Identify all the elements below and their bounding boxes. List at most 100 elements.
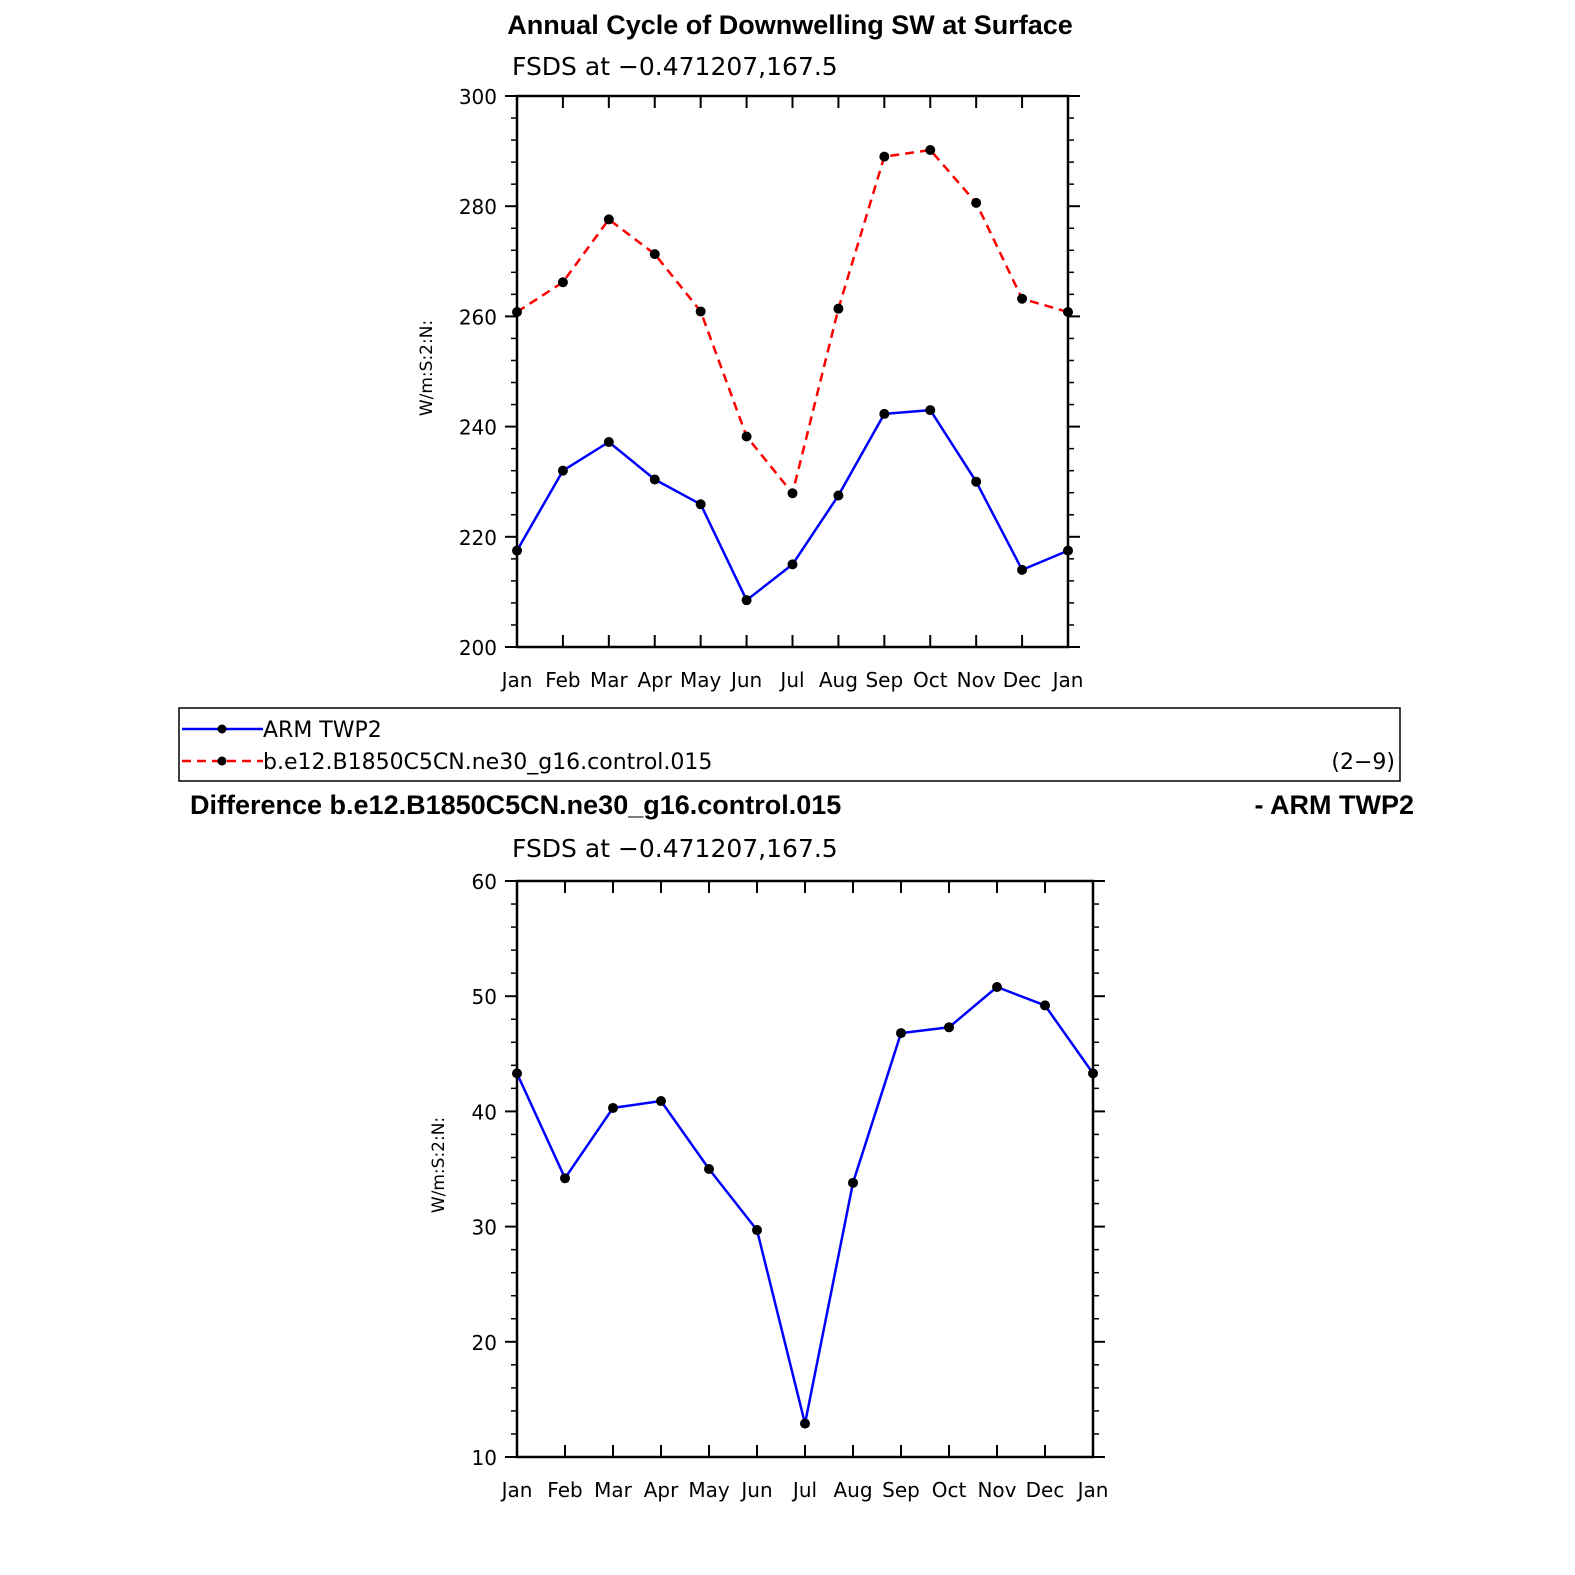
top-chart-point bbox=[879, 151, 890, 162]
top-chart-xtick-label: Dec bbox=[1003, 668, 1042, 692]
bottom-chart-ytick-label: 30 bbox=[472, 1216, 497, 1240]
top-chart-ytick-label: 300 bbox=[459, 85, 497, 109]
legend-label-arm-twp2: ARM TWP2 bbox=[263, 718, 382, 743]
bottom-chart-point bbox=[1040, 1000, 1050, 1011]
bottom-chart-ytick-label: 20 bbox=[472, 1331, 497, 1355]
bottom-chart-xtick-label: Dec bbox=[1026, 1478, 1065, 1502]
bottom-chart-xtick-label: Jan bbox=[1076, 1478, 1109, 1502]
top-chart-point bbox=[787, 559, 798, 570]
top-chart-xtick-label: Nov bbox=[957, 668, 996, 692]
top-chart-title: Annual Cycle of Downwelling SW at Surfac… bbox=[507, 10, 1073, 40]
top-chart-point bbox=[512, 545, 522, 556]
bottom-chart-point bbox=[752, 1225, 762, 1236]
top-chart-point bbox=[833, 303, 844, 314]
bottom-chart-frame bbox=[515, 879, 1095, 1459]
top-chart-ytick-label: 200 bbox=[459, 636, 497, 660]
bottom-chart-point bbox=[800, 1418, 810, 1429]
legend-marker-arm-twp2 bbox=[217, 724, 227, 734]
bottom-chart-plot-area bbox=[512, 981, 1098, 1429]
top-chart-point bbox=[512, 306, 522, 317]
top-chart-point bbox=[1017, 293, 1028, 304]
legend: ARM TWP2 b.e12.B1850C5CN.ne30_g16.contro… bbox=[178, 707, 1401, 782]
bottom-chart-subtitle: FSDS at −0.471207,167.5 bbox=[512, 834, 838, 863]
top-chart-point bbox=[925, 144, 936, 155]
bottom-chart-point bbox=[992, 981, 1002, 992]
top-chart-xtick-label: Jun bbox=[729, 668, 762, 692]
top-chart-point bbox=[557, 277, 568, 288]
top-chart-point bbox=[971, 476, 982, 487]
bottom-chart-xtick-label: Oct bbox=[932, 1478, 967, 1502]
bottom-chart-point bbox=[560, 1173, 570, 1184]
bottom-chart-point bbox=[896, 1028, 906, 1039]
bottom-chart-xtick-label: May bbox=[688, 1478, 730, 1502]
bottom-chart-title-right: - ARM TWP2 bbox=[1255, 790, 1414, 820]
top-chart-point bbox=[1017, 564, 1028, 575]
bottom-chart-point bbox=[512, 1068, 522, 1079]
bottom-chart-xtick-label: Jan bbox=[500, 1478, 533, 1502]
top-chart-point bbox=[741, 595, 752, 606]
bottom-chart-xtick-label: Mar bbox=[594, 1478, 633, 1502]
top-chart-point bbox=[557, 465, 568, 476]
top-chart-point bbox=[695, 306, 706, 317]
top-chart-plot-area bbox=[512, 144, 1073, 606]
top-chart-ytick-label: 220 bbox=[459, 526, 497, 550]
bottom-chart-xtick-label: Feb bbox=[547, 1478, 582, 1502]
top-chart-point bbox=[971, 197, 982, 208]
top-chart-point bbox=[833, 490, 844, 501]
bottom-chart-xtick-label: Jul bbox=[791, 1478, 817, 1502]
bottom-chart-point bbox=[608, 1102, 618, 1113]
top-chart-point bbox=[603, 437, 614, 448]
top-chart-xtick-label: Mar bbox=[590, 668, 629, 692]
top-chart-point bbox=[695, 499, 706, 510]
legend-marker-model bbox=[217, 756, 227, 766]
bottom-chart-point bbox=[848, 1177, 858, 1188]
bottom-chart-xtick-label: Nov bbox=[977, 1478, 1016, 1502]
top-chart-point bbox=[1063, 545, 1073, 556]
bottom-chart-xtick-label: Jun bbox=[739, 1478, 772, 1502]
bottom-chart-axes: Jan Feb Mar Apr May Jun Jul Aug Sep Oct Nov Dec Jan1… bbox=[472, 870, 1109, 1502]
top-chart-point bbox=[787, 488, 798, 499]
bottom-chart-xtick-label: Apr bbox=[644, 1478, 679, 1502]
top-chart-point bbox=[925, 405, 936, 416]
bottom-chart-xtick-label: Sep bbox=[882, 1478, 920, 1502]
bottom-chart-point bbox=[944, 1022, 954, 1033]
top-chart-xtick-label: Jan bbox=[500, 668, 533, 692]
legend-label-model: b.e12.B1850C5CN.ne30_g16.control.015 bbox=[263, 750, 712, 775]
bottom-chart-point bbox=[656, 1096, 666, 1107]
top-chart-ytick-label: 240 bbox=[459, 416, 497, 440]
top-chart-ylabel: W/m:S:2:N: bbox=[417, 320, 437, 416]
top-chart-point bbox=[1063, 306, 1073, 317]
top-chart-xtick-label: Aug bbox=[819, 668, 858, 692]
top-chart-series-line-0 bbox=[515, 408, 1069, 602]
bottom-chart: Difference b.e12.B1850C5CN.ne30_g16.cont… bbox=[190, 790, 1414, 1502]
top-chart-ytick-label: 260 bbox=[459, 305, 497, 329]
top-chart-xtick-label: May bbox=[680, 668, 722, 692]
top-chart-xtick-label: Apr bbox=[637, 668, 672, 692]
top-chart-point bbox=[649, 474, 660, 485]
top-chart-ytick-label: 280 bbox=[459, 195, 497, 219]
bottom-chart-ytick-label: 60 bbox=[472, 870, 497, 894]
bottom-chart-ylabel: W/m:S:2:N: bbox=[429, 1117, 449, 1213]
bottom-chart-ytick-label: 50 bbox=[472, 985, 497, 1009]
top-chart: Annual Cycle of Downwelling SW at Surfac… bbox=[417, 10, 1083, 692]
top-chart-xtick-label: Feb bbox=[545, 668, 580, 692]
top-chart-xtick-label: Sep bbox=[865, 668, 903, 692]
top-chart-xtick-label: Jan bbox=[1051, 668, 1084, 692]
bottom-chart-title: Difference b.e12.B1850C5CN.ne30_g16.cont… bbox=[190, 790, 841, 820]
legend-note: (2−9) bbox=[1331, 750, 1395, 775]
bottom-chart-ytick-label: 10 bbox=[472, 1446, 497, 1470]
top-chart-point bbox=[603, 214, 614, 225]
top-chart-subtitle: FSDS at −0.471207,167.5 bbox=[512, 52, 838, 81]
top-chart-xtick-label: Jul bbox=[778, 668, 804, 692]
bottom-chart-point bbox=[704, 1164, 714, 1174]
bottom-chart-series-line-0 bbox=[515, 985, 1095, 1425]
top-chart-point bbox=[879, 408, 890, 419]
top-chart-axes: Jan Feb Mar Apr May Jun Jul Aug Sep Oct Nov Dec Jan2… bbox=[459, 85, 1084, 692]
legend-frame bbox=[178, 707, 1401, 782]
top-chart-point bbox=[649, 249, 660, 260]
top-chart-series-line-1 bbox=[516, 148, 1069, 495]
top-chart-xtick-label: Oct bbox=[913, 668, 948, 692]
bottom-chart-ytick-label: 40 bbox=[472, 1100, 497, 1124]
bottom-chart-point bbox=[1088, 1068, 1098, 1079]
